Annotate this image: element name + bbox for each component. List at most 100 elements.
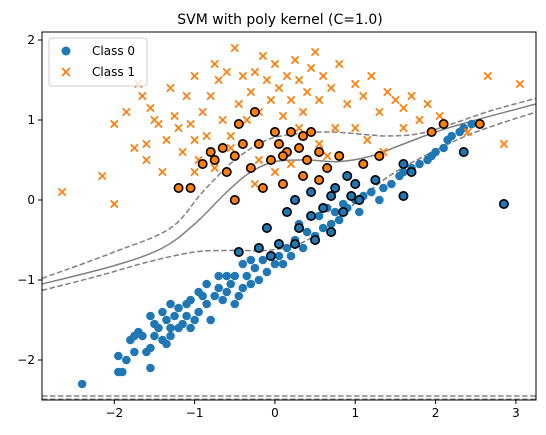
- class1-point: [359, 91, 368, 101]
- class0-point: [399, 167, 408, 177]
- class0-point: [162, 339, 171, 349]
- class0-point: [194, 307, 203, 317]
- class1-point: [302, 87, 312, 97]
- class0-point: [182, 311, 191, 321]
- class0-point: [226, 279, 236, 289]
- support-vector: [322, 163, 333, 174]
- support-vector: [273, 139, 284, 150]
- support-vector: [374, 151, 385, 162]
- class1-point: [314, 95, 324, 105]
- class1-point: [186, 119, 195, 129]
- class0-point: [170, 311, 179, 321]
- class1-point: [174, 123, 183, 133]
- class1-point: [178, 147, 187, 157]
- class0-point: [250, 263, 260, 273]
- support-vector: [406, 167, 417, 178]
- class1-point: [138, 91, 147, 101]
- class0-point: [174, 303, 183, 313]
- support-vector: [217, 143, 228, 154]
- support-vector: [426, 127, 437, 138]
- class0-point: [214, 283, 224, 293]
- support-vector: [261, 223, 272, 234]
- class0-point: [77, 379, 87, 389]
- class1-point: [351, 123, 360, 133]
- support-vector: [221, 167, 232, 178]
- support-vector: [286, 127, 297, 138]
- class0-point: [154, 323, 163, 333]
- class0-point: [334, 215, 344, 225]
- class0-point: [447, 131, 456, 141]
- class0-point: [282, 243, 292, 253]
- class0-point: [146, 343, 155, 353]
- class1-point: [407, 91, 416, 101]
- class1-point: [238, 71, 248, 81]
- class0-point: [262, 267, 272, 277]
- class0-point: [274, 251, 284, 261]
- class1-point: [110, 199, 119, 209]
- support-vector: [338, 207, 349, 218]
- class0-point: [162, 315, 171, 325]
- support-vector: [245, 163, 256, 174]
- class1-point: [130, 143, 139, 153]
- class0-point: [166, 331, 175, 341]
- class0-point: [146, 311, 155, 321]
- legend-class0-marker: [61, 46, 71, 56]
- support-vector: [458, 147, 469, 158]
- class1-point: [110, 119, 119, 129]
- class1-point: [499, 139, 509, 149]
- class0-point: [130, 331, 139, 341]
- plot-frame: [41, 31, 537, 401]
- class0-point: [238, 283, 248, 293]
- support-vector: [257, 183, 268, 194]
- class1-point: [166, 83, 175, 93]
- support-vector: [298, 131, 309, 142]
- class0-point: [286, 251, 296, 261]
- support-vector: [269, 127, 280, 138]
- support-vector: [298, 171, 309, 182]
- class1-point: [254, 155, 264, 165]
- support-vector: [330, 183, 341, 194]
- class1-point: [463, 127, 472, 137]
- x-tick-label: 2: [432, 406, 440, 420]
- class0-point: [242, 271, 252, 281]
- class0-point: [467, 119, 477, 129]
- class0-point: [186, 295, 195, 305]
- class0-point: [158, 307, 167, 317]
- class1-point: [182, 91, 191, 101]
- class0-point: [238, 259, 248, 269]
- y-tick-label: 0: [27, 193, 35, 207]
- y-tick-label: −2: [17, 353, 35, 367]
- class1-point: [435, 111, 444, 121]
- class1-point: [154, 119, 163, 129]
- class1-point: [158, 167, 167, 177]
- support-vector: [233, 247, 244, 258]
- class1-point: [294, 75, 304, 85]
- class1-point: [391, 95, 400, 105]
- support-vector: [306, 187, 317, 198]
- support-vector: [185, 183, 196, 194]
- class0-point: [431, 147, 440, 157]
- class1-point: [334, 59, 344, 69]
- support-vector: [474, 119, 485, 130]
- class0-point: [234, 291, 244, 301]
- class1-point: [258, 51, 268, 61]
- class1-point: [290, 55, 300, 65]
- x-tick-label: 1: [351, 406, 359, 420]
- class0-point: [415, 159, 424, 169]
- class0-point: [302, 227, 312, 237]
- class1-point: [170, 111, 179, 121]
- class1-point: [210, 163, 219, 173]
- support-vector: [249, 107, 260, 118]
- class0-point: [318, 223, 328, 233]
- class0-point: [278, 259, 288, 269]
- class1-point: [326, 83, 336, 93]
- class0-point: [375, 195, 384, 205]
- support-vector: [306, 127, 317, 138]
- class0-point: [166, 323, 175, 333]
- class1-point: [294, 123, 304, 133]
- class0-point: [218, 295, 228, 305]
- support-vector: [498, 199, 509, 210]
- legend-class1-marker: [61, 67, 71, 77]
- class1-point: [306, 63, 316, 73]
- support-vector: [273, 239, 284, 250]
